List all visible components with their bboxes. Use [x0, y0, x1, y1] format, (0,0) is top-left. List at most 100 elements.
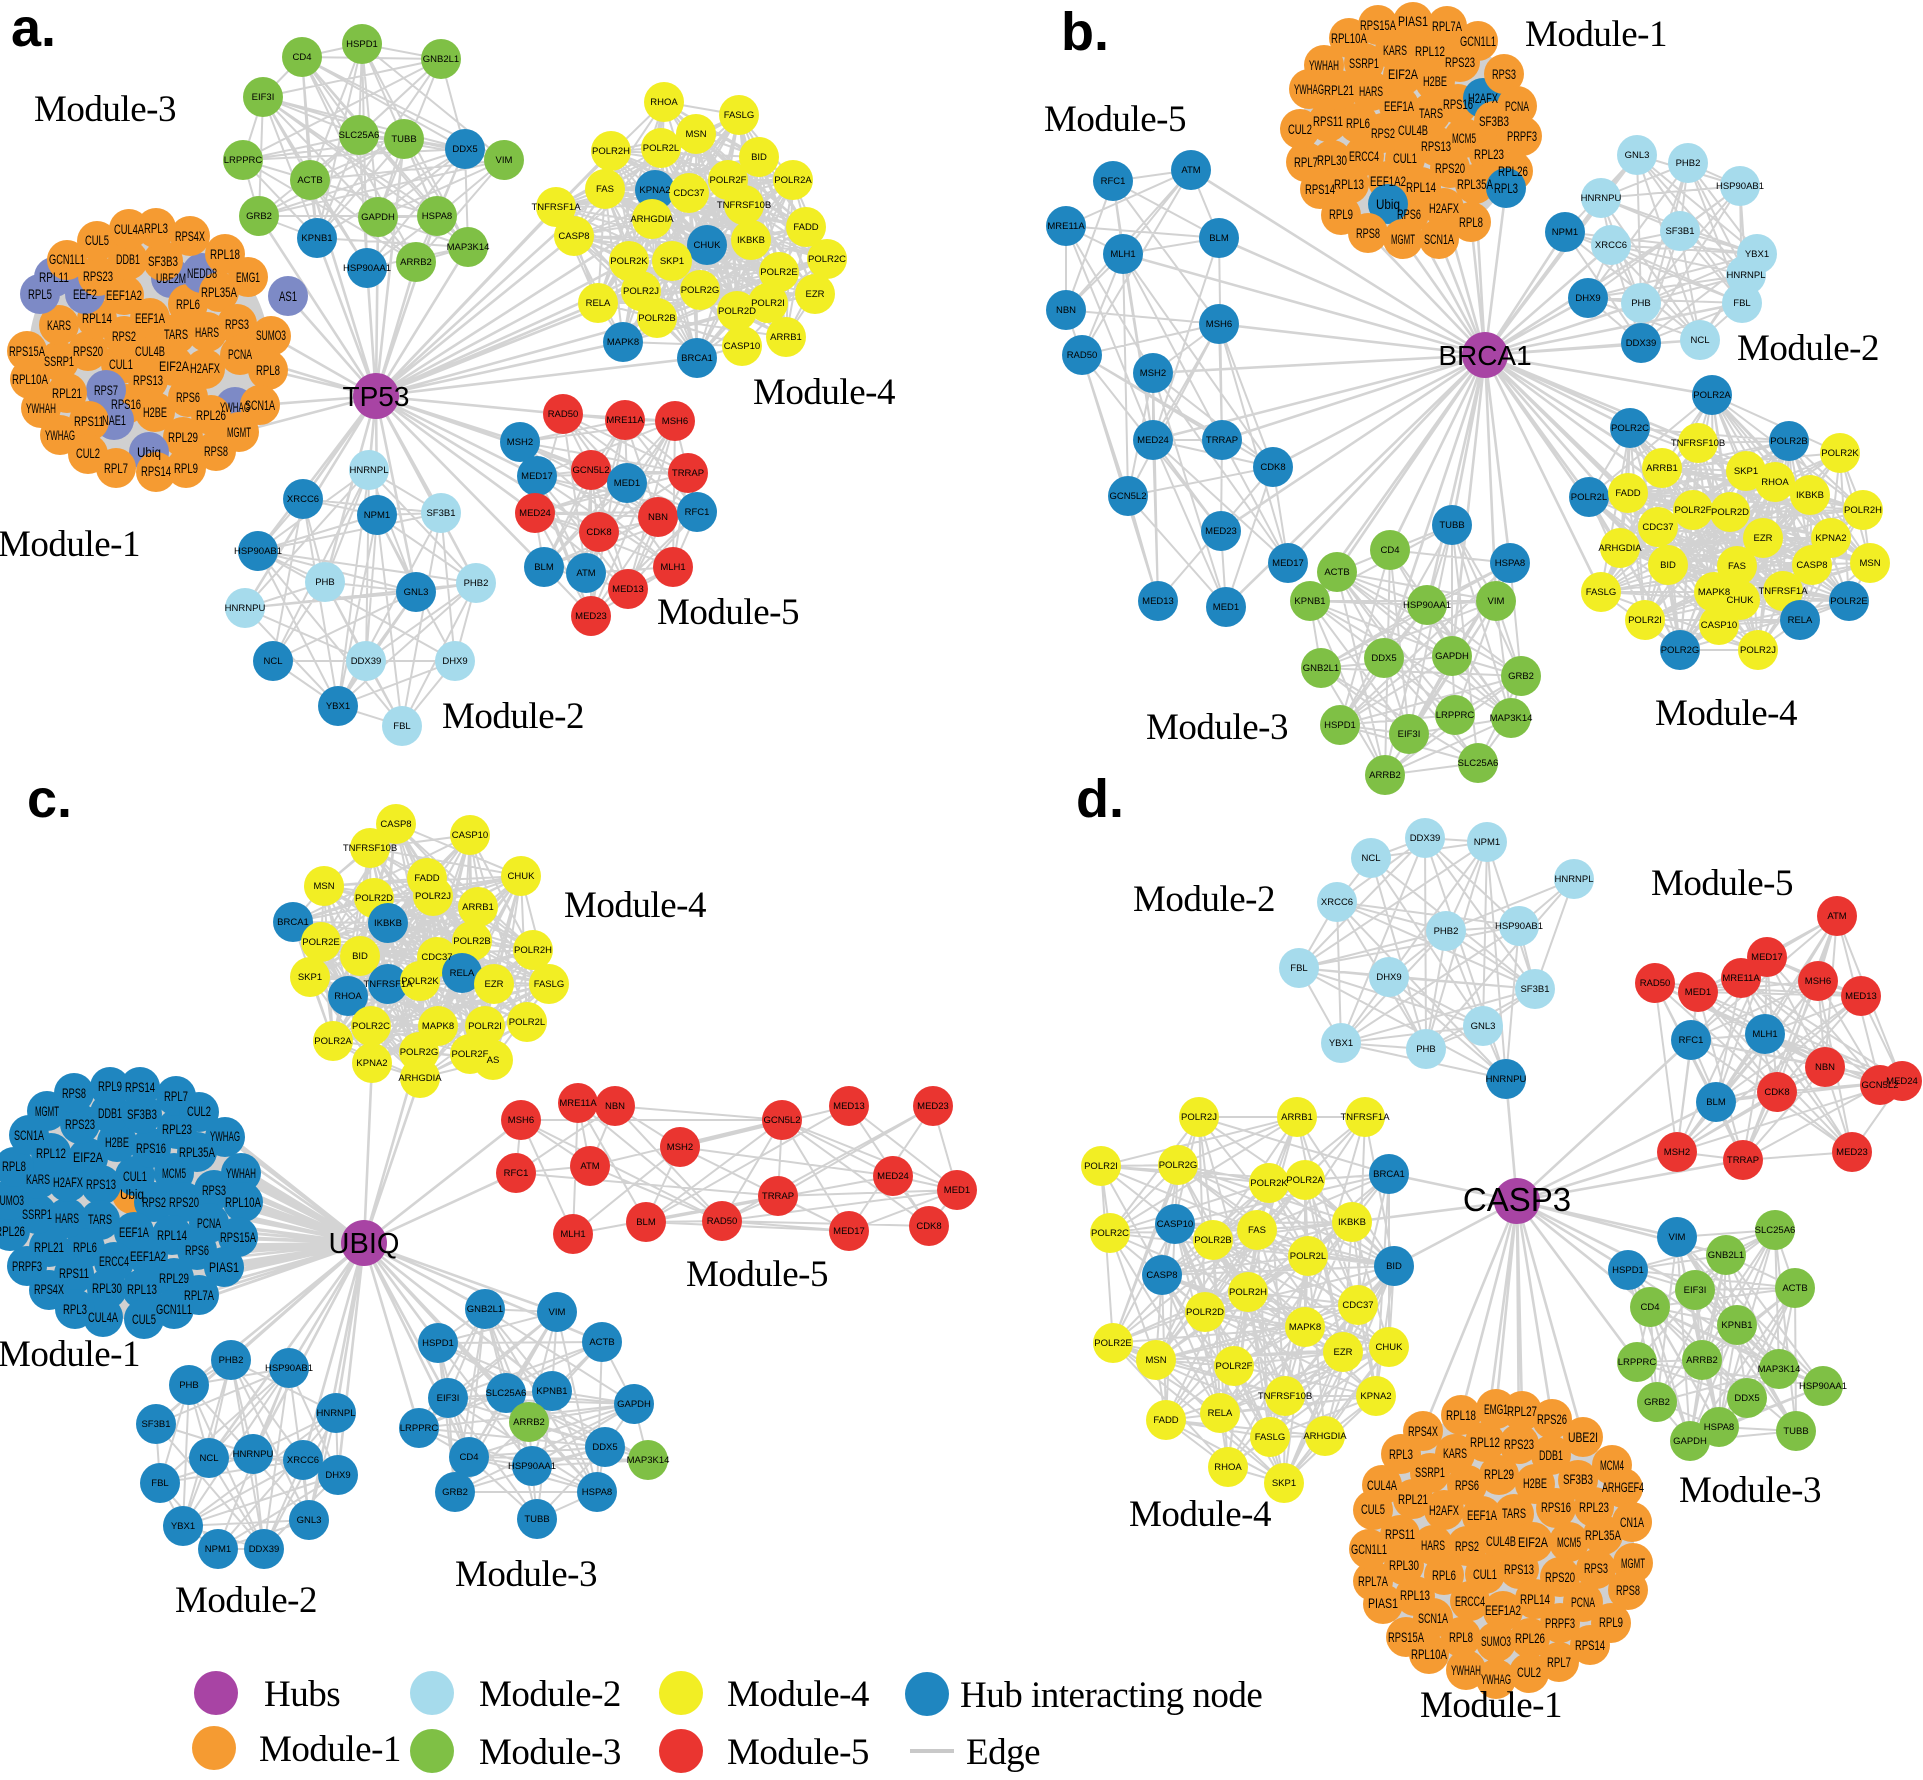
- svg-text:POLR2L: POLR2L: [1290, 1251, 1326, 1262]
- svg-text:ARHGDIA: ARHGDIA: [1598, 543, 1642, 554]
- svg-text:MGMT: MGMT: [1391, 232, 1415, 247]
- svg-text:ATM: ATM: [1827, 911, 1846, 922]
- svg-text:EEF1A: EEF1A: [1384, 99, 1414, 114]
- svg-text:HSP90AA1: HSP90AA1: [508, 1461, 556, 1472]
- svg-text:BLM: BLM: [1209, 233, 1229, 244]
- svg-text:GCN1L1: GCN1L1: [1460, 34, 1496, 49]
- svg-text:RPS6: RPS6: [1397, 207, 1421, 222]
- svg-text:GNB2L1: GNB2L1: [423, 54, 459, 65]
- svg-text:CUL4B: CUL4B: [1486, 1534, 1516, 1549]
- svg-text:POLR2I: POLR2I: [1084, 1161, 1118, 1172]
- svg-text:MED17: MED17: [833, 1226, 865, 1237]
- svg-text:MED1: MED1: [1213, 602, 1239, 613]
- svg-text:EIF2A: EIF2A: [1388, 67, 1418, 82]
- svg-text:YWHAH: YWHAH: [26, 401, 56, 416]
- svg-text:YWHAG: YWHAG: [1481, 1672, 1511, 1687]
- svg-text:RPL10A: RPL10A: [1331, 31, 1367, 46]
- svg-text:RPL9: RPL9: [98, 1079, 122, 1094]
- svg-text:RELA: RELA: [1208, 1408, 1233, 1419]
- svg-text:KPNA2: KPNA2: [639, 185, 670, 196]
- svg-text:MED17: MED17: [1272, 558, 1304, 569]
- svg-text:RPS8: RPS8: [204, 444, 228, 459]
- svg-text:Module-1: Module-1: [1420, 1685, 1562, 1726]
- svg-text:POLR2E: POLR2E: [760, 267, 798, 278]
- svg-text:RPL21: RPL21: [34, 1240, 64, 1255]
- svg-text:RPL12: RPL12: [1470, 1435, 1500, 1450]
- svg-text:GAPDH: GAPDH: [361, 212, 395, 223]
- svg-text:HSPD1: HSPD1: [1324, 720, 1356, 731]
- svg-text:CUL4B: CUL4B: [1398, 123, 1428, 138]
- svg-text:ACTB: ACTB: [589, 1337, 614, 1348]
- svg-text:RPL6: RPL6: [1432, 1568, 1456, 1583]
- svg-text:EIF2A: EIF2A: [1518, 1535, 1548, 1550]
- svg-text:HARS: HARS: [195, 325, 219, 340]
- svg-text:CHUK: CHUK: [1727, 595, 1755, 606]
- svg-text:RPS20: RPS20: [1545, 1570, 1575, 1585]
- svg-text:SSRP1: SSRP1: [1349, 56, 1379, 71]
- svg-text:CUL2: CUL2: [76, 446, 100, 461]
- svg-text:XRCC6: XRCC6: [287, 1455, 319, 1466]
- svg-text:PIAS1: PIAS1: [1368, 1596, 1398, 1611]
- svg-text:MED23: MED23: [1836, 1147, 1868, 1158]
- svg-text:RPL7: RPL7: [1294, 155, 1318, 170]
- svg-text:DDB1: DDB1: [98, 1106, 122, 1121]
- svg-text:MSH2: MSH2: [507, 437, 533, 448]
- svg-text:RELA: RELA: [1788, 615, 1813, 626]
- svg-text:MED13: MED13: [1845, 991, 1877, 1002]
- svg-text:RAD50: RAD50: [1067, 350, 1098, 361]
- svg-text:MCM4: MCM4: [1600, 1458, 1624, 1473]
- svg-text:MED24: MED24: [877, 1171, 909, 1182]
- svg-text:b.: b.: [1061, 2, 1109, 62]
- svg-text:CUL1: CUL1: [109, 357, 133, 372]
- svg-text:POLR2H: POLR2H: [514, 945, 552, 956]
- svg-text:SLC25A6: SLC25A6: [486, 1388, 527, 1399]
- svg-text:RPL23: RPL23: [162, 1122, 192, 1137]
- svg-text:KPNA2: KPNA2: [1815, 533, 1846, 544]
- svg-text:CUL5: CUL5: [85, 233, 109, 248]
- svg-text:MSH2: MSH2: [667, 1142, 693, 1153]
- svg-text:Module-4: Module-4: [564, 885, 706, 926]
- svg-text:PIAS1: PIAS1: [1398, 14, 1428, 29]
- svg-text:POLR2B: POLR2B: [453, 936, 491, 947]
- svg-text:LRPPRC: LRPPRC: [1436, 710, 1475, 721]
- svg-text:NBN: NBN: [605, 1101, 625, 1112]
- svg-text:d.: d.: [1076, 769, 1124, 829]
- svg-text:IKBKB: IKBKB: [1796, 490, 1824, 501]
- svg-text:PHB: PHB: [179, 1380, 199, 1391]
- svg-text:PHB: PHB: [315, 577, 335, 588]
- svg-text:FAS: FAS: [1728, 561, 1746, 572]
- svg-text:RPL12: RPL12: [1415, 44, 1445, 59]
- svg-text:TARS: TARS: [1419, 106, 1443, 121]
- svg-text:TARS: TARS: [164, 327, 188, 342]
- svg-text:RPS13: RPS13: [1421, 139, 1451, 154]
- svg-text:RPL21: RPL21: [1324, 83, 1354, 98]
- svg-text:CDC37: CDC37: [1642, 522, 1673, 533]
- svg-text:ACTB: ACTB: [1782, 1283, 1807, 1294]
- svg-text:DHX9: DHX9: [325, 1470, 350, 1481]
- svg-text:RPL30: RPL30: [1317, 153, 1347, 168]
- svg-text:PHB2: PHB2: [219, 1355, 244, 1366]
- svg-text:POLR2L: POLR2L: [509, 1017, 545, 1028]
- svg-text:RPL12: RPL12: [36, 1146, 66, 1161]
- svg-text:HSPD1: HSPD1: [422, 1338, 454, 1349]
- svg-text:RFC1: RFC1: [1101, 176, 1126, 187]
- svg-text:H2AFX: H2AFX: [1429, 201, 1459, 216]
- svg-text:TARS: TARS: [88, 1212, 112, 1227]
- svg-text:DDB1: DDB1: [116, 252, 140, 267]
- svg-text:RAD50: RAD50: [548, 409, 579, 420]
- svg-text:DDX39: DDX39: [249, 1544, 280, 1555]
- svg-text:CUL5: CUL5: [1361, 1502, 1385, 1517]
- svg-text:TRRAP: TRRAP: [1206, 435, 1238, 446]
- svg-text:XRCC6: XRCC6: [1595, 240, 1627, 251]
- svg-text:MRE11A: MRE11A: [1722, 973, 1760, 984]
- svg-text:NCL: NCL: [1361, 853, 1380, 864]
- svg-text:RPL14: RPL14: [1520, 1592, 1550, 1607]
- svg-text:KPNB1: KPNB1: [1721, 1320, 1752, 1331]
- svg-text:FASLG: FASLG: [1586, 587, 1617, 598]
- svg-text:Module-4: Module-4: [753, 372, 895, 413]
- svg-text:TUBB: TUBB: [524, 1514, 549, 1525]
- svg-text:MSH2: MSH2: [1664, 1147, 1690, 1158]
- svg-text:PCNA: PCNA: [1505, 99, 1529, 114]
- svg-text:GNB2L1: GNB2L1: [467, 1304, 503, 1315]
- svg-text:RPS13: RPS13: [86, 1177, 116, 1192]
